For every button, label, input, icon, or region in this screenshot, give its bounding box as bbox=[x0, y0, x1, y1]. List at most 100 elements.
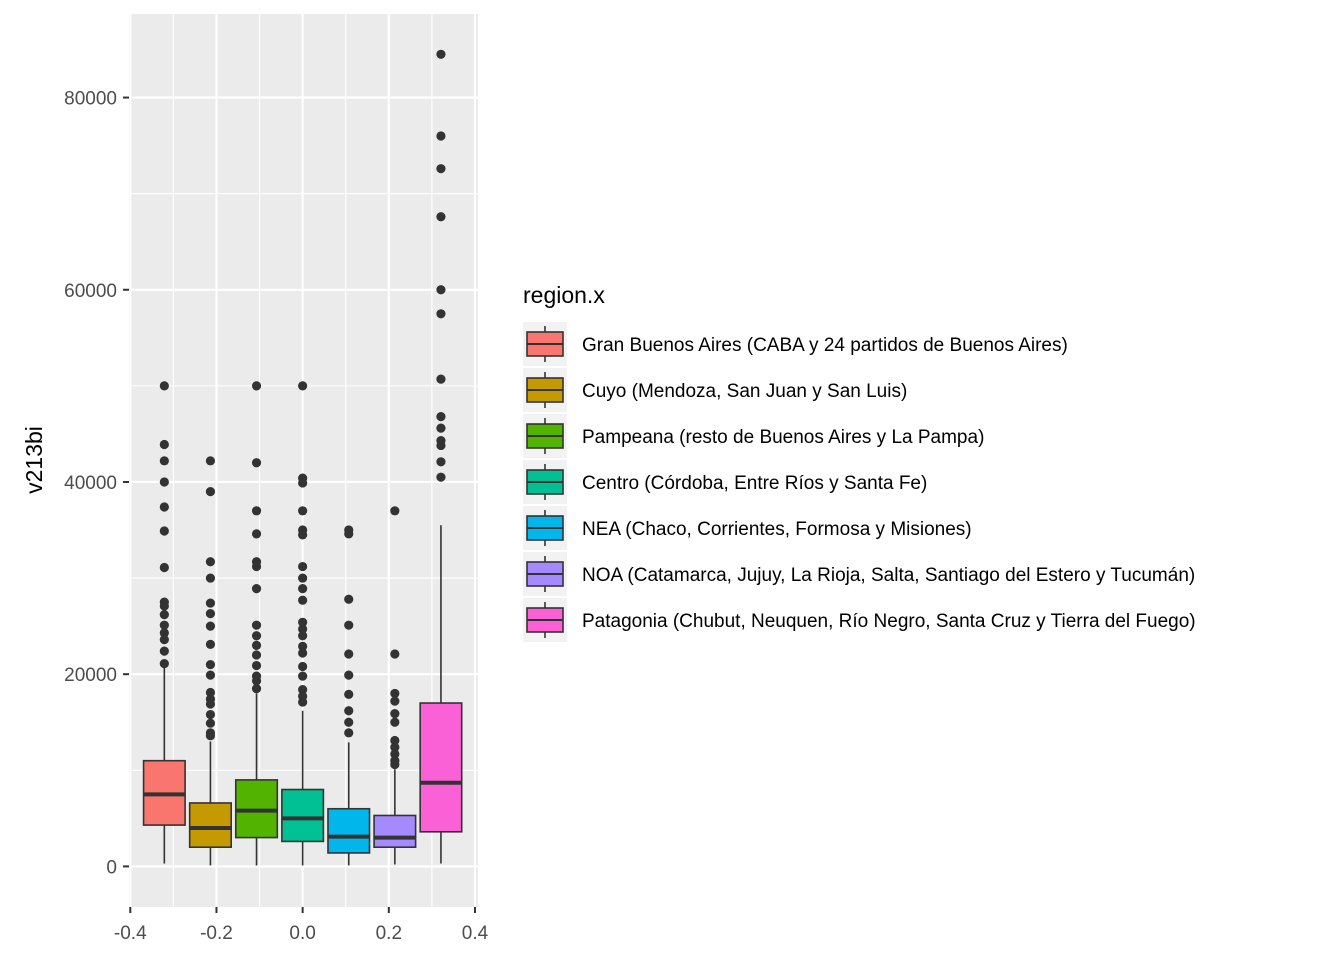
box bbox=[188, 802, 233, 848]
outlier-point bbox=[251, 381, 262, 391]
outlier-point bbox=[205, 598, 216, 608]
legend-item: Centro (Córdoba, Entre Ríos y Santa Fe) bbox=[523, 460, 927, 504]
outlier-point bbox=[159, 439, 169, 450]
outlier-point bbox=[205, 639, 216, 649]
outlier-point bbox=[205, 687, 216, 698]
outlier-point bbox=[159, 634, 169, 645]
outlier-point bbox=[436, 374, 446, 384]
outlier-point bbox=[436, 423, 446, 433]
outlier-point bbox=[251, 660, 262, 671]
outlier-point bbox=[251, 458, 262, 468]
outlier-point bbox=[205, 609, 216, 619]
outlier-point bbox=[159, 526, 169, 536]
legend-label: Cuyo (Mendoza, San Juan y San Luis) bbox=[582, 381, 907, 402]
outlier-point bbox=[436, 212, 446, 222]
outlier-point bbox=[159, 646, 169, 656]
outlier-point bbox=[159, 477, 169, 487]
boxes bbox=[142, 49, 463, 866]
outlier-point bbox=[344, 620, 354, 630]
outlier-point bbox=[205, 621, 216, 631]
x-axis: -0.4 -0.2 0.0 0.2 0.4 bbox=[114, 907, 489, 944]
outlier-point bbox=[205, 456, 216, 466]
outlier-point bbox=[205, 699, 216, 709]
outlier-point bbox=[344, 649, 354, 659]
outlier-point bbox=[436, 309, 446, 319]
legend-label: NOA (Catamarca, Jujuy, La Rioja, Salta, … bbox=[582, 565, 1195, 586]
box-group bbox=[419, 49, 463, 864]
outlier-point bbox=[298, 530, 308, 540]
box-group bbox=[142, 381, 186, 864]
y-tick-label: 0 bbox=[106, 857, 117, 878]
outlier-point bbox=[251, 676, 262, 686]
outlier-point bbox=[159, 659, 169, 669]
outlier-point bbox=[298, 631, 308, 641]
outlier-point bbox=[390, 696, 400, 706]
x-tick-label: 0.2 bbox=[376, 923, 402, 944]
outlier-point bbox=[251, 561, 262, 572]
box-group bbox=[373, 506, 417, 865]
outlier-point bbox=[390, 506, 400, 516]
outlier-point bbox=[298, 624, 308, 634]
legend-title: region.x bbox=[523, 282, 605, 308]
box bbox=[419, 702, 463, 833]
outlier-point bbox=[344, 717, 354, 727]
outlier-point bbox=[436, 440, 446, 451]
outlier-point bbox=[159, 610, 169, 620]
outlier-point bbox=[205, 731, 216, 741]
outlier-point bbox=[390, 717, 400, 727]
outlier-point bbox=[159, 381, 169, 391]
outlier-point bbox=[251, 650, 262, 660]
outlier-point bbox=[298, 684, 308, 695]
x-tick-label: 0.4 bbox=[462, 923, 489, 944]
outlier-point bbox=[205, 557, 216, 567]
outlier-point bbox=[251, 529, 262, 539]
x-tick-label: -0.4 bbox=[114, 923, 147, 944]
outlier-point bbox=[344, 594, 354, 604]
y-tick-label: 80000 bbox=[64, 89, 117, 110]
outlier-point bbox=[390, 688, 400, 699]
outlier-point bbox=[251, 506, 262, 516]
x-tick-label: -0.2 bbox=[200, 923, 233, 944]
box-group bbox=[281, 381, 325, 866]
outlier-point bbox=[344, 728, 354, 738]
outlier-point bbox=[436, 285, 446, 295]
box-group bbox=[234, 381, 279, 866]
outlier-point bbox=[344, 529, 354, 539]
outlier-point bbox=[251, 584, 262, 594]
outlier-point bbox=[298, 573, 308, 583]
y-tick-label: 60000 bbox=[64, 281, 117, 302]
outlier-point bbox=[205, 659, 216, 670]
box bbox=[281, 788, 325, 843]
outlier-point bbox=[298, 478, 308, 488]
outlier-point bbox=[390, 742, 400, 752]
outlier-point bbox=[205, 573, 216, 583]
outlier-point bbox=[390, 708, 400, 719]
outlier-point bbox=[298, 641, 308, 651]
outlier-point bbox=[251, 631, 262, 641]
outlier-point bbox=[390, 749, 400, 759]
legend-item: Cuyo (Mendoza, San Juan y San Luis) bbox=[523, 368, 907, 412]
outlier-point bbox=[205, 709, 216, 720]
box bbox=[373, 814, 417, 848]
outlier-point bbox=[159, 601, 169, 611]
outlier-point bbox=[390, 735, 400, 746]
outlier-point bbox=[436, 131, 446, 141]
legend-item: NEA (Chaco, Corrientes, Formosa y Mision… bbox=[523, 506, 972, 550]
outlier-point bbox=[436, 49, 446, 59]
outlier-point bbox=[205, 718, 216, 728]
outlier-point bbox=[251, 620, 262, 630]
y-axis-title: v213bi bbox=[21, 426, 47, 494]
outlier-point bbox=[298, 595, 308, 605]
legend-label: Centro (Córdoba, Entre Ríos y Santa Fe) bbox=[582, 473, 927, 494]
outlier-point bbox=[344, 689, 354, 699]
outlier-point bbox=[298, 381, 308, 391]
outlier-point bbox=[298, 648, 308, 658]
outlier-point bbox=[390, 649, 400, 659]
outlier-point bbox=[298, 561, 308, 572]
outlier-point bbox=[344, 706, 354, 716]
outlier-point bbox=[436, 164, 446, 174]
legend: region.x Gran Buenos Aires (CABA y 24 pa… bbox=[523, 282, 1196, 642]
outlier-point bbox=[298, 697, 308, 707]
x-tick-label: 0.0 bbox=[289, 923, 315, 944]
